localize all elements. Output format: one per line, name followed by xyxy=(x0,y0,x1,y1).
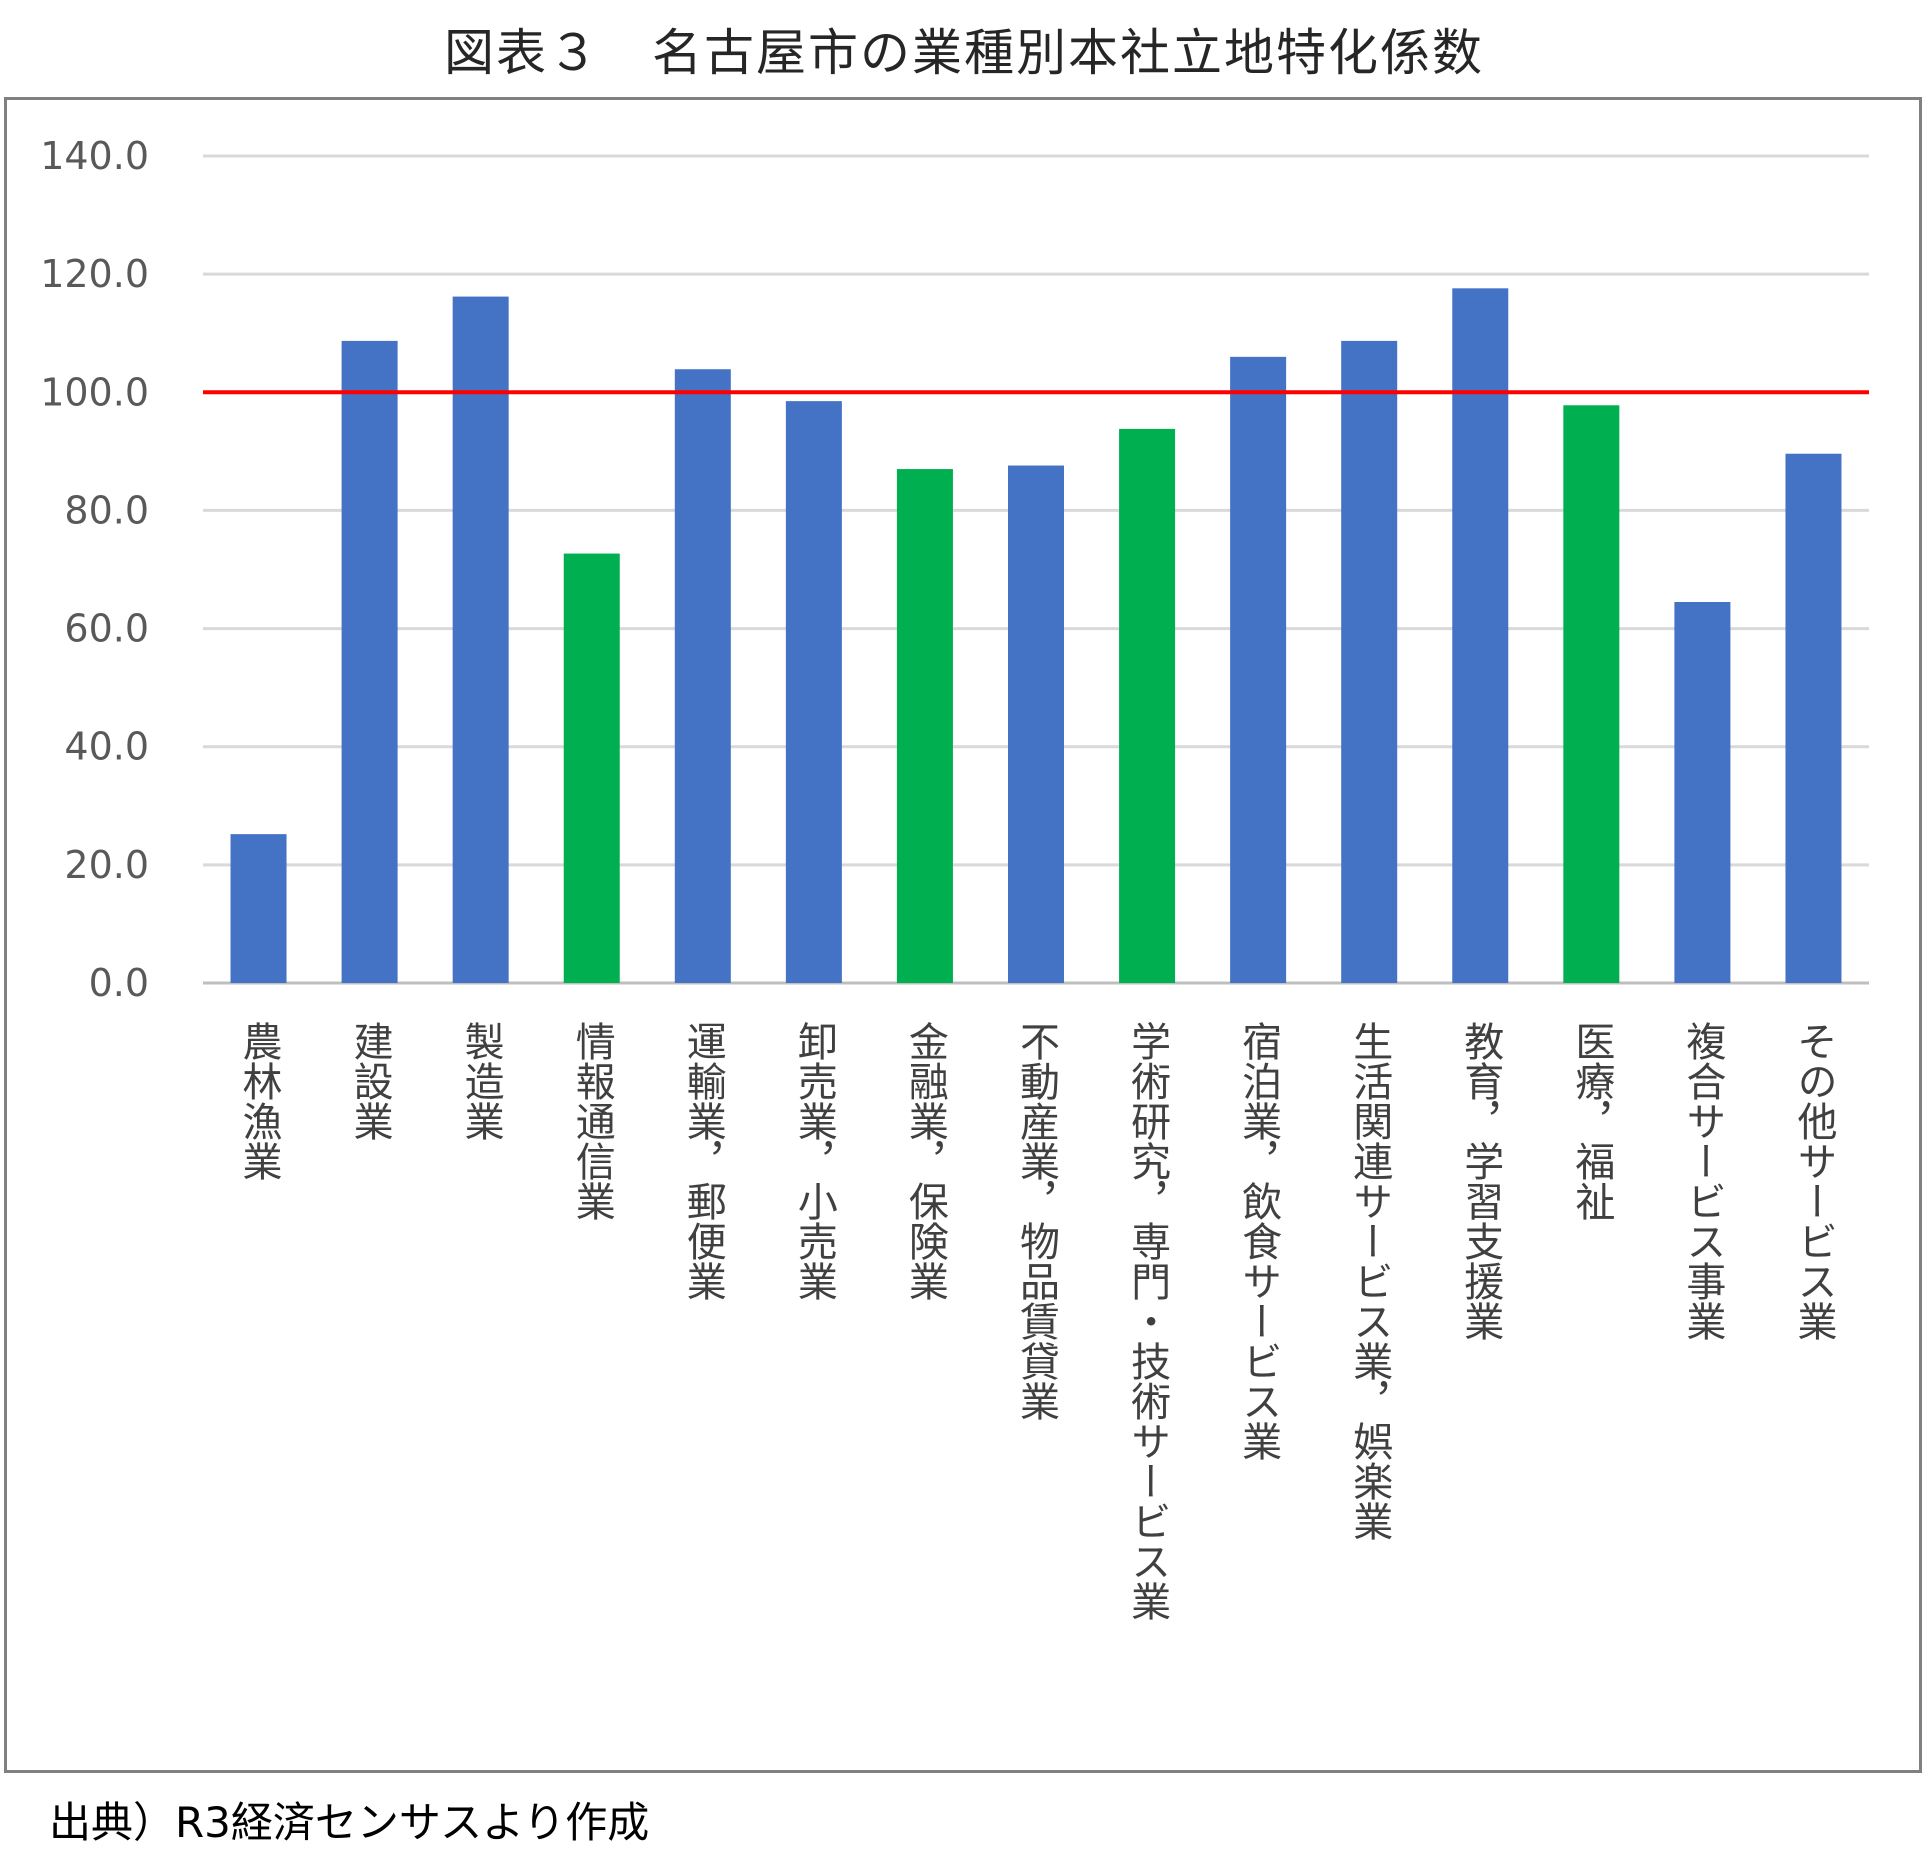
bar-chart: 0.0 20.0 40.0 60.0 80.0 100.0 120.0 140.0 農林漁業 建… xyxy=(40,134,1869,1621)
y-tick-label: 0.0 xyxy=(89,961,149,1005)
y-tick-label: 120.0 xyxy=(40,252,149,296)
bar xyxy=(1119,428,1176,983)
x-axis-ticks: 農林漁業 建設業 製造業 情報通信業 運輸業，郵便業 卸売業，小売業 金融業，保険業 不動産業… xyxy=(236,1021,1838,1621)
y-tick-label: 40.0 xyxy=(64,725,149,769)
source-note: 出典）R3経済センサスより作成 xyxy=(49,1798,650,1847)
bar xyxy=(1230,356,1287,983)
x-tick-label: 情報通信業 xyxy=(569,1021,615,1221)
bar xyxy=(341,340,398,983)
x-tick-label: 複合サービス事業 xyxy=(1679,1021,1725,1341)
y-tick-label: 80.0 xyxy=(64,488,149,532)
bar xyxy=(1008,465,1064,983)
bar xyxy=(674,369,731,983)
x-tick-label: 不動産業，物品賃貸業 xyxy=(1013,1021,1060,1421)
x-tick-label: 農林漁業 xyxy=(236,1021,282,1181)
bar xyxy=(1674,601,1731,983)
bar xyxy=(785,401,842,983)
y-tick-label: 100.0 xyxy=(40,370,149,414)
x-tick-label: 宿泊業，飲食サービス業 xyxy=(1235,1021,1281,1461)
x-tick-label: 生活関連サービス業，娯楽業 xyxy=(1346,1021,1392,1541)
y-tick-label: 20.0 xyxy=(64,843,149,887)
bar xyxy=(452,296,509,984)
bars xyxy=(230,288,1842,984)
x-tick-label: 卸売業，小売業 xyxy=(791,1021,837,1301)
bar xyxy=(1452,288,1509,983)
y-tick-label: 60.0 xyxy=(64,607,149,651)
y-tick-label: 140.0 xyxy=(40,134,149,178)
bar xyxy=(896,469,953,983)
bar xyxy=(563,553,620,983)
bar xyxy=(1563,405,1620,983)
bar xyxy=(1785,453,1842,984)
x-tick-label: 学術研究，専門・技術サービス業 xyxy=(1124,1021,1171,1621)
x-tick-label: 建設業 xyxy=(347,1021,393,1141)
chart-title: 図表３ 名古屋市の業種別本社立地特化係数 xyxy=(444,24,1484,82)
x-tick-label: 金融業，保険業 xyxy=(902,1021,949,1301)
chart-frame: 0.0 20.0 40.0 60.0 80.0 100.0 120.0 140.0 農林漁業 建… xyxy=(4,97,1922,1847)
x-tick-label: 製造業 xyxy=(458,1021,504,1141)
x-tick-label: 運輸業，郵便業 xyxy=(680,1021,726,1301)
bar xyxy=(230,834,287,983)
y-axis-ticks: 0.0 20.0 40.0 60.0 80.0 100.0 120.0 140.0 xyxy=(40,134,149,1005)
x-tick-label: 教育，学習支援業 xyxy=(1457,1021,1503,1341)
x-tick-label: 医療，福祉 xyxy=(1568,1021,1615,1221)
bar xyxy=(1341,340,1398,983)
x-tick-label: その他サービス業 xyxy=(1790,1021,1837,1341)
